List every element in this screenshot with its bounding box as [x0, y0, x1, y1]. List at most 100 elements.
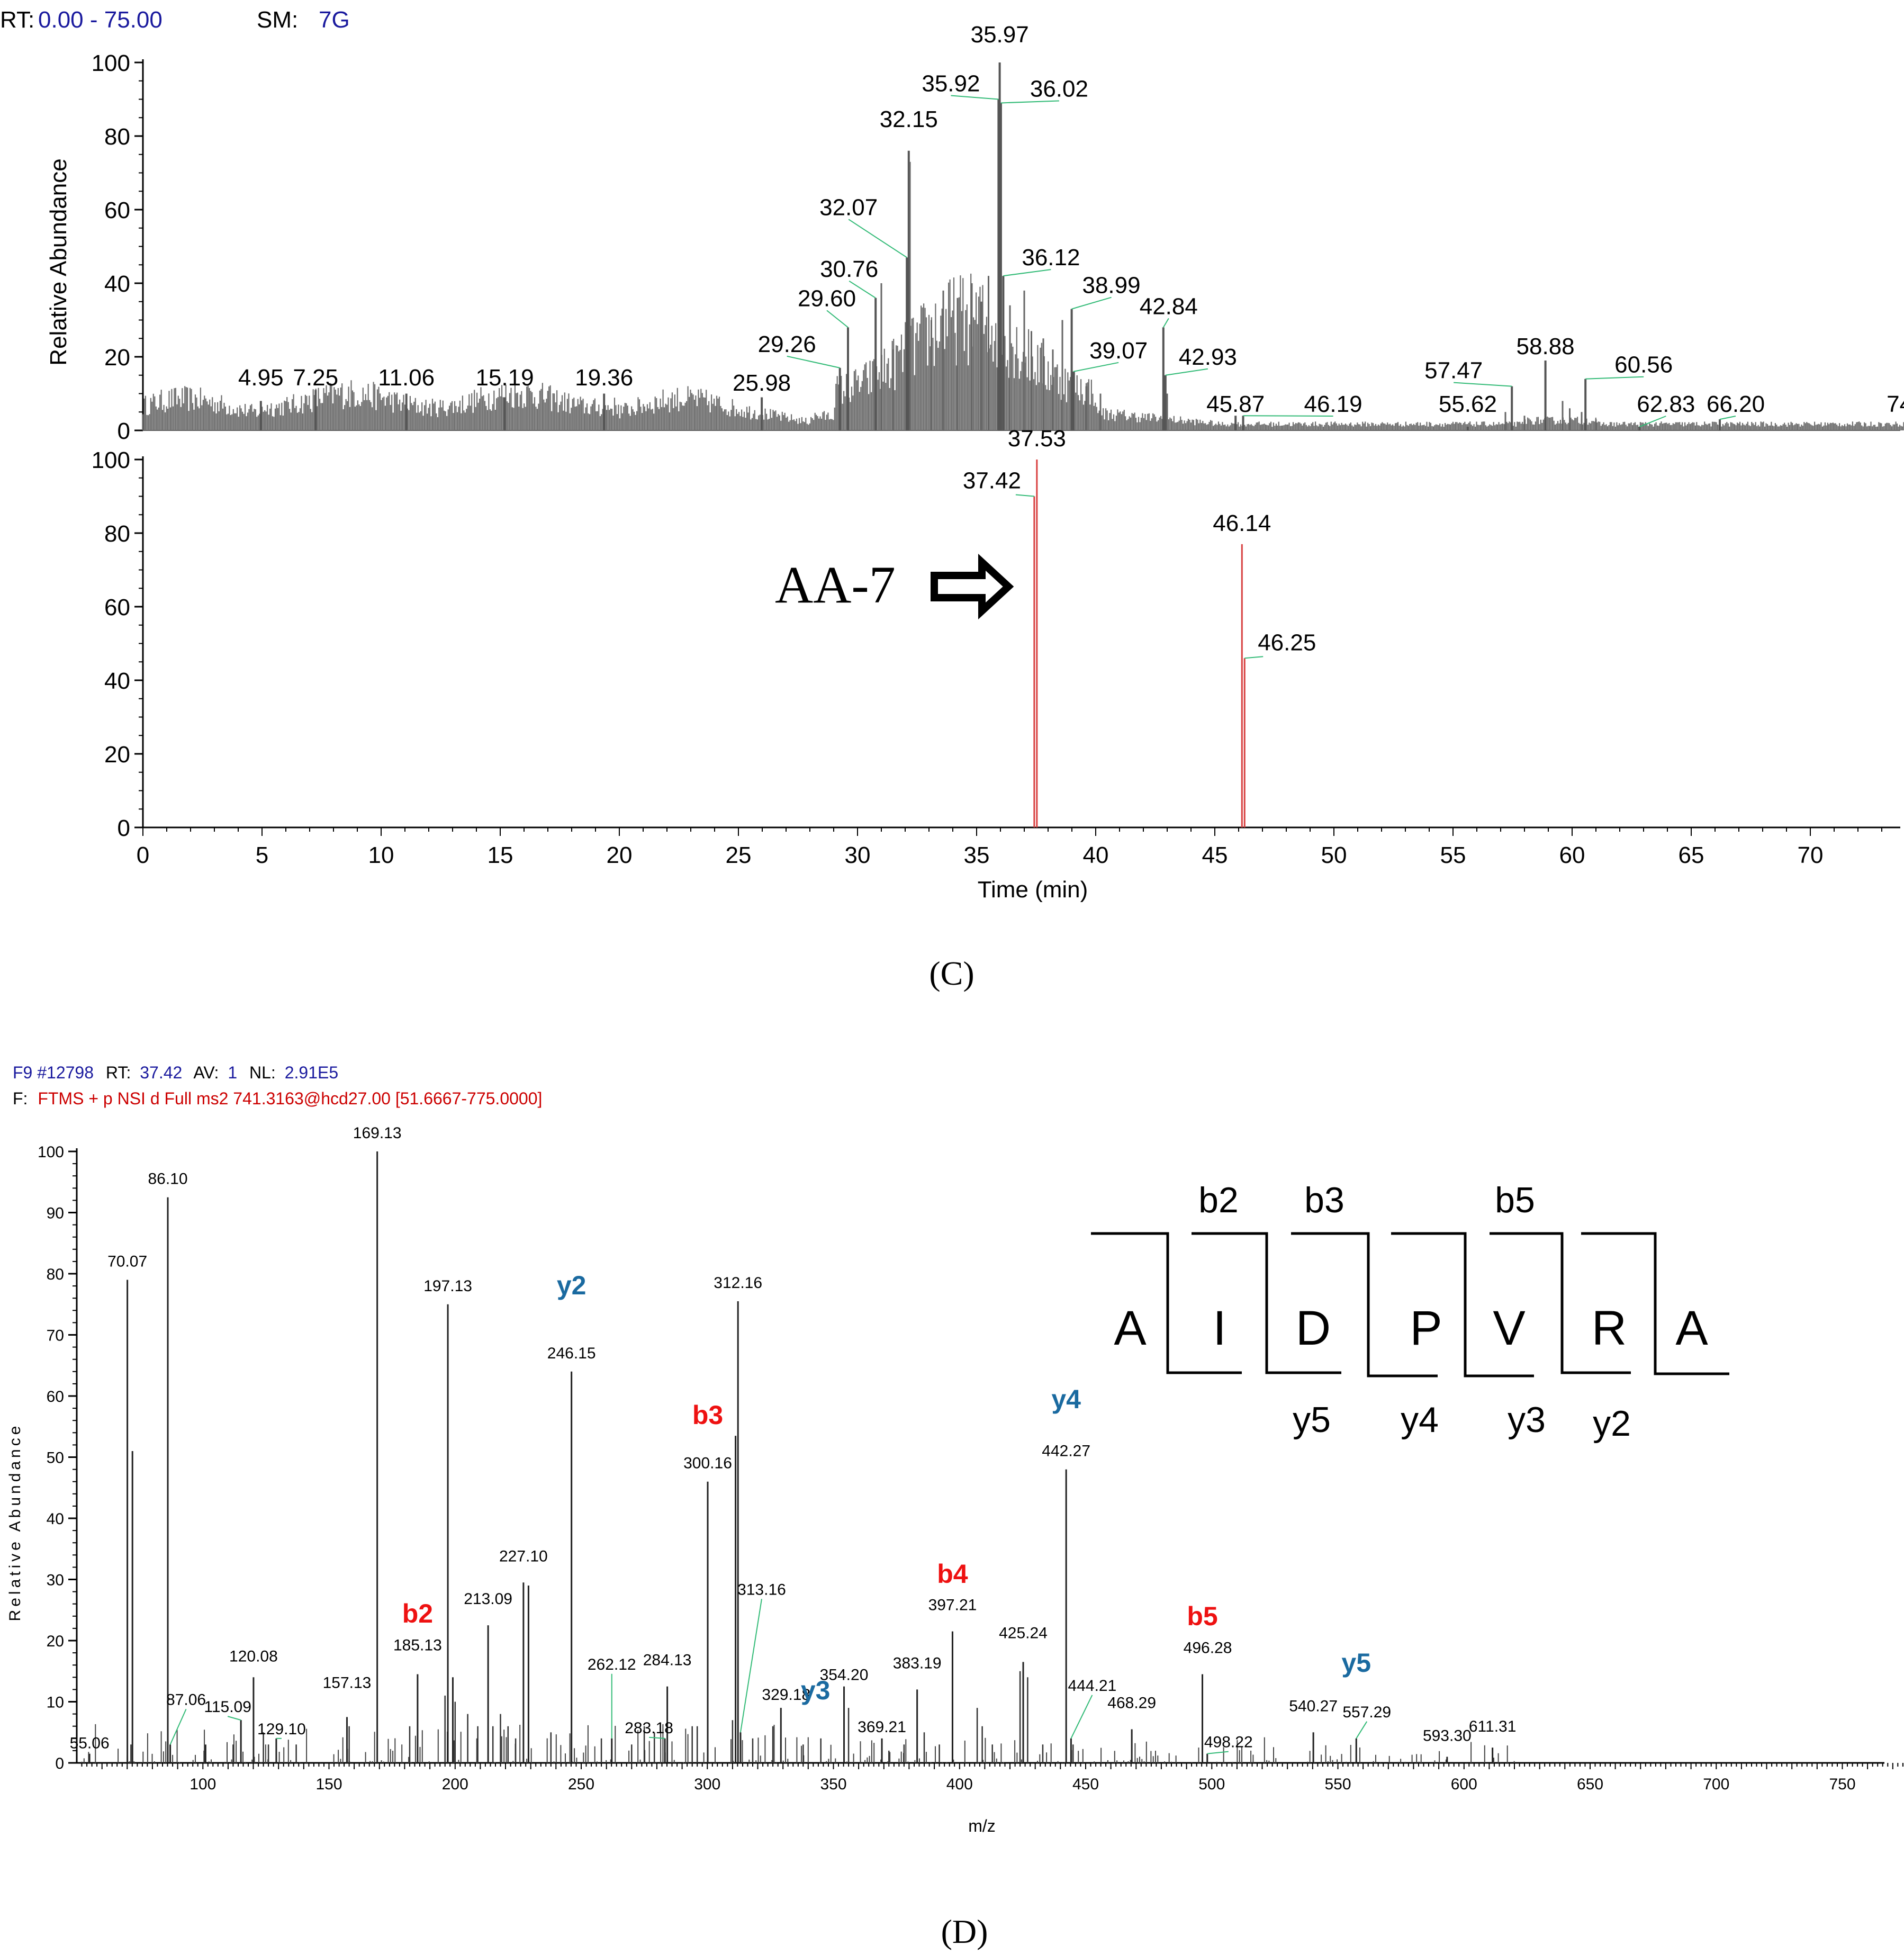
scan-number: F9 #12798	[13, 1063, 94, 1082]
ms-x-axis: 100 150 200 250 300 350 400 450 500 550 600 650 700 7…	[77, 1762, 1903, 1793]
ms-peak-label: 120.08	[229, 1647, 278, 1665]
tic-peak-label: 74.6	[1887, 391, 1904, 417]
tic-leader	[951, 95, 999, 100]
rt-value: 0.00 - 75.00	[38, 7, 163, 33]
xic-chart: 0 20 40 60 80 100 0 5 10 15 20 25 30 35 40 45 50 55 60 65 7…	[92, 426, 1900, 903]
xic-x-tick-label: 60	[1559, 842, 1585, 868]
panel-c-header: RT: 0.00 - 75.00 SM: 7G	[0, 7, 350, 33]
ms-peak-label: 197.13	[423, 1277, 472, 1295]
tic-y-tick-label: 100	[92, 50, 130, 76]
ms-peak-label: 557.29	[1342, 1704, 1391, 1721]
xic-y-tick-label: 40	[104, 668, 130, 694]
ms-peak-label: 468.29	[1107, 1694, 1156, 1712]
scan-rt-value: 37.42	[140, 1063, 182, 1082]
ms-x-tick-label: 350	[820, 1776, 846, 1793]
ms-y-tick-label: 0	[55, 1755, 64, 1772]
aa7-arrow-icon	[931, 554, 1014, 619]
sequence-y-label: y3	[1508, 1400, 1546, 1440]
ms-peak-label: 498.22	[1204, 1734, 1253, 1751]
scan-av-value: 1	[228, 1063, 237, 1082]
xic-x-tick-label: 15	[488, 842, 513, 868]
xic-x-tick-label: 30	[845, 842, 871, 868]
ms-y-tick-label: 80	[47, 1266, 64, 1283]
ms-x-tick-label: 550	[1324, 1776, 1351, 1793]
tic-leader	[1585, 376, 1644, 380]
ion-label-y4: y4	[1051, 1384, 1081, 1414]
sequence-y-label: y2	[1593, 1403, 1631, 1444]
sequence-b-label: b2	[1198, 1180, 1239, 1220]
tic-leader	[1454, 382, 1512, 387]
panel-c-label: (C)	[929, 955, 974, 992]
xic-x-tick-label: 25	[726, 842, 752, 868]
tic-peak-label: 39.07	[1089, 338, 1148, 364]
tic-trace-lines	[142, 273, 1904, 430]
tic-peak-label: 35.97	[971, 22, 1029, 48]
ms2-spectrum: 0 10 20 30 40 50 60 70 80 90 100 100 150 200 250 300 35…	[6, 1124, 1903, 1835]
ion-label-b3: b3	[692, 1400, 723, 1430]
ms-x-tick-label: 500	[1198, 1776, 1225, 1793]
xic-y-tick-label: 0	[118, 815, 130, 841]
scan-filter: FTMS + p NSI d Full ms2 741.3163@hcd27.0…	[38, 1089, 542, 1108]
xic-y-tick-label: 20	[104, 742, 130, 768]
ms-y-tick-label: 60	[47, 1388, 64, 1406]
ms-x-axis-label: m/z	[968, 1816, 996, 1835]
ms-peak-label: 444.21	[1068, 1677, 1117, 1695]
tic-leader	[1162, 318, 1169, 328]
sm-label: SM:	[257, 7, 298, 33]
tic-peak-label: 19.36	[575, 365, 633, 391]
ms-ion-annotations: b2 y2 b3 y3 b4 y4 b5 y5	[402, 1271, 1371, 1705]
tic-chart: 0 20 40 60 80 100 Relative Abundance 4.95 7.25…	[46, 22, 1904, 444]
ms-peak-label: 129.10	[257, 1721, 306, 1738]
tic-peak-label: 7.25	[293, 365, 338, 391]
xic-leader	[1244, 656, 1264, 659]
ms-x-tick-label: 600	[1451, 1776, 1477, 1793]
tic-peak-label: 66.20	[1707, 391, 1765, 417]
sequence-residue: R	[1592, 1301, 1627, 1355]
ion-label-y3: y3	[801, 1676, 831, 1705]
ms-leader	[739, 1599, 762, 1733]
scan-header-line2: F: FTMS + p NSI d Full ms2 741.3163@hcd2…	[13, 1089, 542, 1108]
xic-x-tick-label: 5	[256, 842, 268, 868]
tic-peak-label: 42.84	[1140, 293, 1198, 319]
sequence-y-label: y5	[1293, 1400, 1331, 1440]
ion-label-b2: b2	[402, 1599, 433, 1628]
ms-x-tick-label: 250	[568, 1776, 594, 1793]
ms-y-axis-label: Relative Abundance	[6, 1423, 24, 1622]
tic-peak-label: 29.60	[798, 285, 856, 311]
ms-peak-label: 55.06	[70, 1735, 110, 1752]
ms-peak-label: 593.30	[1423, 1727, 1472, 1744]
ms-x-tick-label: 450	[1072, 1776, 1099, 1793]
xic-x-tick-label: 35	[964, 842, 990, 868]
xic-x-tick-label: 70	[1798, 842, 1824, 868]
ms-peak-label: 70.07	[107, 1253, 147, 1271]
ms-leader	[227, 1716, 241, 1721]
xic-x-tick-label: 45	[1202, 842, 1228, 868]
sequence-residue: A	[1675, 1301, 1708, 1355]
rt-label: RT:	[0, 7, 34, 33]
ms-peak-label: 115.09	[204, 1698, 251, 1716]
ms-x-tick-label: 150	[315, 1776, 342, 1793]
ms-peak-label: 300.16	[683, 1455, 732, 1472]
ms-peak-label: 397.21	[928, 1597, 977, 1614]
ms-minor-peaks	[130, 1671, 1074, 1763]
ms-peak-label: 157.13	[323, 1674, 372, 1691]
xic-x-tick-label: 20	[607, 842, 633, 868]
ms-x-tick-label: 100	[190, 1776, 216, 1793]
ms-leader	[1070, 1695, 1093, 1739]
xic-peak-label: 37.53	[1008, 426, 1066, 452]
sequence-y-label: y4	[1401, 1400, 1439, 1440]
ms-leader	[169, 1708, 187, 1745]
ms-peak-label: 262.12	[588, 1656, 636, 1673]
sequence-residue: V	[1493, 1301, 1525, 1355]
scan-rt-label: RT:	[106, 1063, 131, 1082]
tic-leader	[1719, 416, 1736, 420]
ms-leader	[1356, 1721, 1368, 1739]
ms-peak-label: 329.18	[762, 1686, 810, 1704]
tic-peak-label: 25.98	[733, 370, 791, 396]
tic-peak-label: 55.62	[1439, 391, 1497, 417]
ms-y-tick-label: 10	[47, 1694, 64, 1711]
tic-leader	[1639, 416, 1666, 427]
tic-peak-label: 36.02	[1030, 76, 1088, 102]
